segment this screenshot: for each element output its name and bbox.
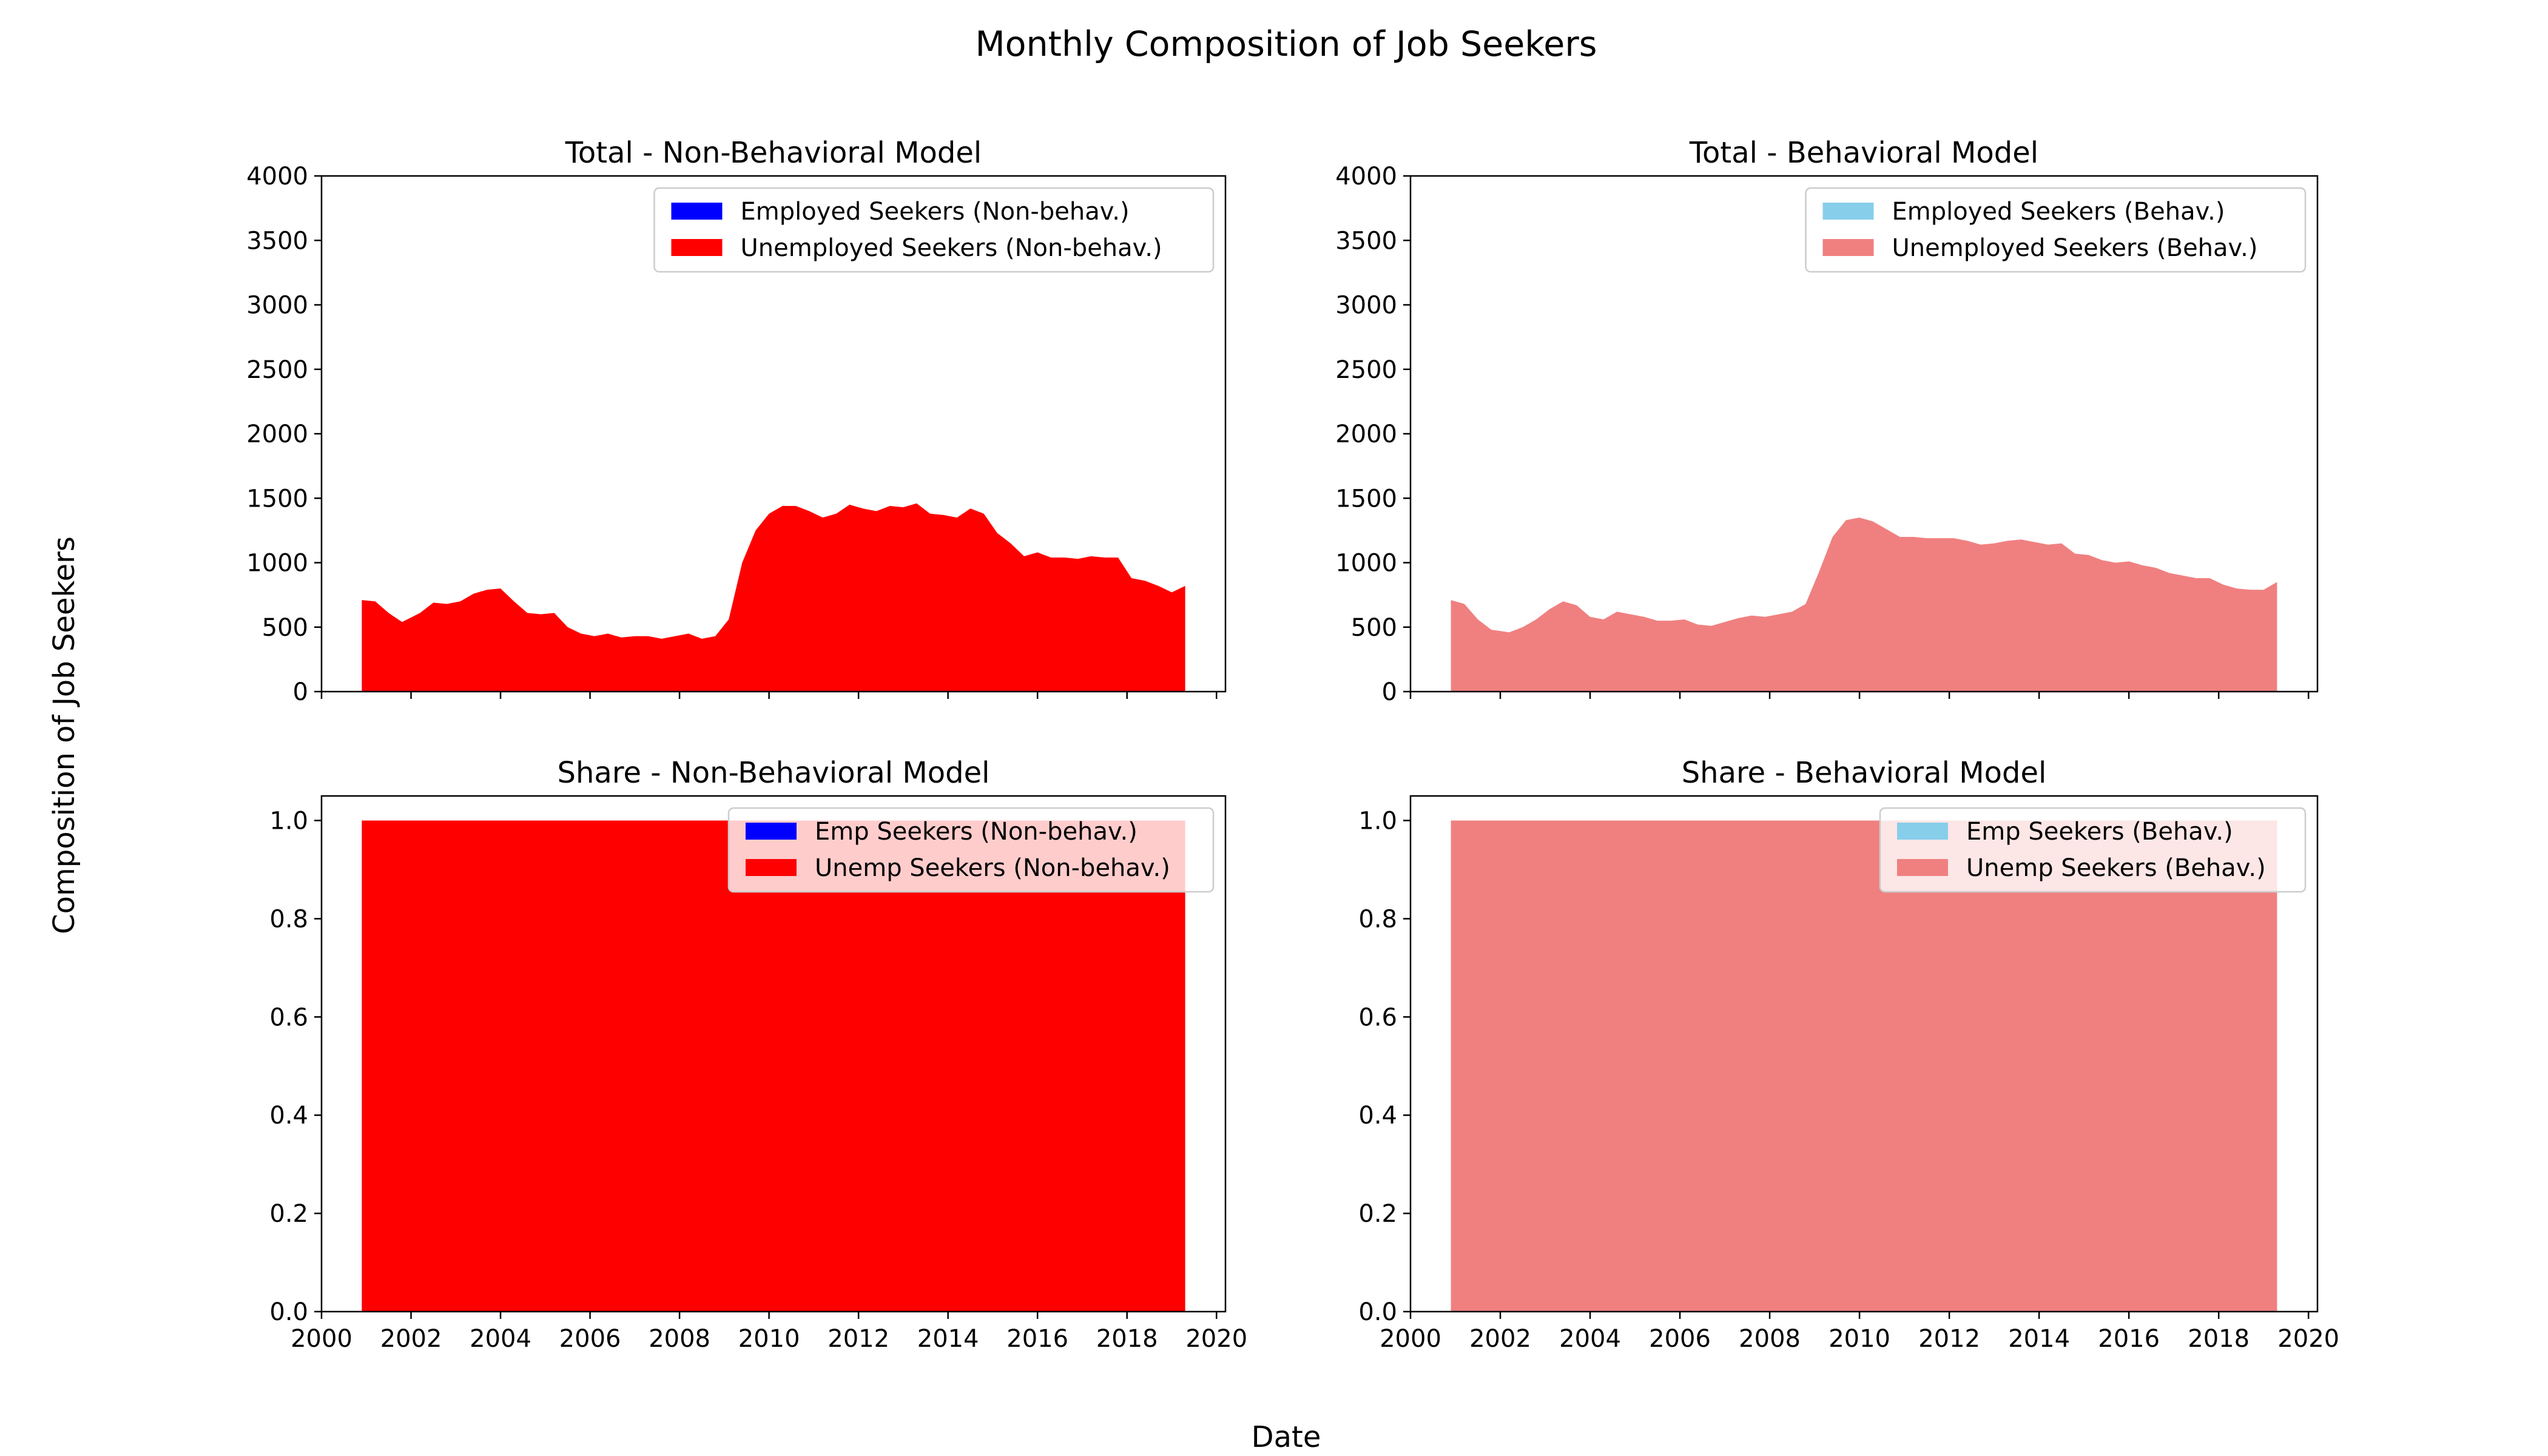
x-tick-label: 2004: [470, 1325, 531, 1353]
y-tick-label: 0.0: [269, 1298, 308, 1326]
x-tick-label: 2018: [1096, 1325, 1158, 1353]
y-tick-label: 0.8: [1358, 905, 1397, 933]
y-tick-label: 3000: [1335, 292, 1397, 320]
y-tick-label: 2500: [246, 356, 308, 384]
y-tick-label: 4000: [246, 163, 308, 190]
legend-label: Employed Seekers (Non-behav.): [741, 198, 1130, 226]
legend-swatch: [746, 823, 797, 840]
figure-ylabel: Composition of Job Seekers: [47, 536, 81, 934]
figure-xlabel: Date: [1252, 1420, 1321, 1454]
panel-share-non-behavioral: Share - Non-Behavioral Model 2000 2002 2004…: [269, 756, 1247, 1353]
area-series-1: [362, 503, 1185, 692]
x-tick-label: 2000: [1380, 1325, 1441, 1353]
legend-box: [1879, 807, 2307, 893]
x-tick-label: 2014: [917, 1325, 979, 1353]
y-tick-label: 3000: [246, 292, 308, 320]
legend-label: Emp Seekers (Non-behav.): [815, 818, 1138, 846]
y-tick-label: 0.4: [269, 1102, 308, 1130]
legend-box: [653, 187, 1215, 273]
y-tick-label: 1.0: [269, 807, 308, 835]
x-tick-label: 2002: [1469, 1325, 1531, 1353]
legend-label: Unemployed Seekers (Behav.): [1892, 234, 2258, 262]
x-tick-label: 2010: [738, 1325, 800, 1353]
legend-label: Employed Seekers (Behav.): [1892, 198, 2225, 226]
x-tick-label: 2016: [1006, 1325, 1068, 1353]
legend: Emp Seekers (Non-behav.) Unemp Seekers (N…: [727, 807, 1215, 893]
panel-title: Total - Behavioral Model: [1689, 136, 2038, 170]
y-tick-label: 0.6: [269, 1003, 308, 1031]
legend-swatch: [671, 203, 723, 220]
x-tick-label: 2018: [2188, 1325, 2250, 1353]
panel-title: Total - Non-Behavioral Model: [565, 136, 982, 170]
x-tick-label: 2012: [827, 1325, 889, 1353]
legend: Employed Seekers (Behav.) Unemployed Seek…: [1805, 187, 2307, 273]
axes-frame: [320, 795, 1227, 1313]
y-tick-label: 0.2: [269, 1200, 308, 1228]
y-tick-label: 2500: [1335, 356, 1397, 384]
y-tick-label: 0.8: [269, 905, 308, 933]
legend: Emp Seekers (Behav.) Unemp Seekers (Behav…: [1879, 807, 2307, 893]
figure-title: Monthly Composition of Job Seekers: [976, 24, 1597, 64]
legend-swatch: [1897, 823, 1948, 840]
y-tick-label: 0.0: [1358, 1298, 1397, 1326]
x-tick-label: 2006: [559, 1325, 621, 1353]
y-tick-label: 0: [1382, 678, 1397, 706]
y-tick-label: 0.6: [1358, 1003, 1397, 1031]
y-tick-label: 1500: [246, 485, 308, 513]
x-tick-label: 2012: [1918, 1325, 1980, 1353]
legend-swatch: [671, 239, 723, 256]
legend-label: Unemployed Seekers (Non-behav.): [741, 234, 1162, 262]
y-tick-label: 1000: [1335, 550, 1397, 578]
legend: Employed Seekers (Non-behav.) Unemployed …: [653, 187, 1215, 273]
panel-total-behavioral: Total - Behavioral Model 0 500 1000 1500 2000…: [1335, 136, 2319, 706]
x-tick-label: 2020: [1185, 1325, 1247, 1353]
x-tick-label: 2004: [1559, 1325, 1621, 1353]
y-tick-label: 4000: [1335, 163, 1397, 190]
axes-frame: [1409, 795, 2319, 1313]
y-tick-label: 500: [1351, 614, 1397, 642]
panel-title: Share - Behavioral Model: [1682, 756, 2047, 790]
legend-label: Emp Seekers (Behav.): [1966, 818, 2233, 846]
y-tick-label: 2000: [1335, 420, 1397, 448]
panel-share-behavioral: Share - Behavioral Model 2000 2002 2004 2006…: [1358, 756, 2339, 1353]
x-tick-label: 2008: [1739, 1325, 1801, 1353]
y-tick-label: 1.0: [1358, 807, 1397, 835]
legend-swatch: [1822, 203, 1874, 220]
y-tick-label: 2000: [246, 420, 308, 448]
x-tick-label: 2010: [1828, 1325, 1890, 1353]
area-series-1: [1451, 517, 2277, 692]
area-series-1: [1451, 820, 2277, 1312]
y-tick-label: 3500: [246, 227, 308, 255]
area-series-1: [362, 820, 1185, 1312]
x-tick-label: 2020: [2277, 1325, 2339, 1353]
y-tick-label: 1500: [1335, 485, 1397, 513]
legend-swatch: [1822, 239, 1874, 256]
legend-label: Unemp Seekers (Non-behav.): [815, 854, 1170, 882]
x-tick-label: 2006: [1649, 1325, 1711, 1353]
y-tick-label: 1000: [246, 550, 308, 578]
y-tick-label: 0: [293, 678, 308, 706]
panel-title: Share - Non-Behavioral Model: [558, 756, 990, 790]
y-tick-label: 500: [262, 614, 308, 642]
y-tick-label: 0.4: [1358, 1102, 1397, 1130]
x-tick-label: 2000: [291, 1325, 352, 1353]
x-tick-label: 2016: [2098, 1325, 2160, 1353]
x-tick-label: 2002: [380, 1325, 442, 1353]
x-tick-label: 2014: [2008, 1325, 2070, 1353]
y-tick-label: 3500: [1335, 227, 1397, 255]
legend-swatch: [746, 859, 797, 876]
legend-box: [727, 807, 1215, 893]
x-tick-label: 2008: [649, 1325, 710, 1353]
legend-swatch: [1897, 859, 1948, 876]
panel-total-non-behavioral: Total - Non-Behavioral Model 0 500 1000 1500…: [246, 136, 1227, 706]
subplots-grid: Total - Non-Behavioral Model 0 500 1000 1500…: [246, 136, 2339, 1353]
legend-box: [1805, 187, 2307, 273]
legend-label: Unemp Seekers (Behav.): [1966, 854, 2266, 882]
y-tick-label: 0.2: [1358, 1200, 1397, 1228]
